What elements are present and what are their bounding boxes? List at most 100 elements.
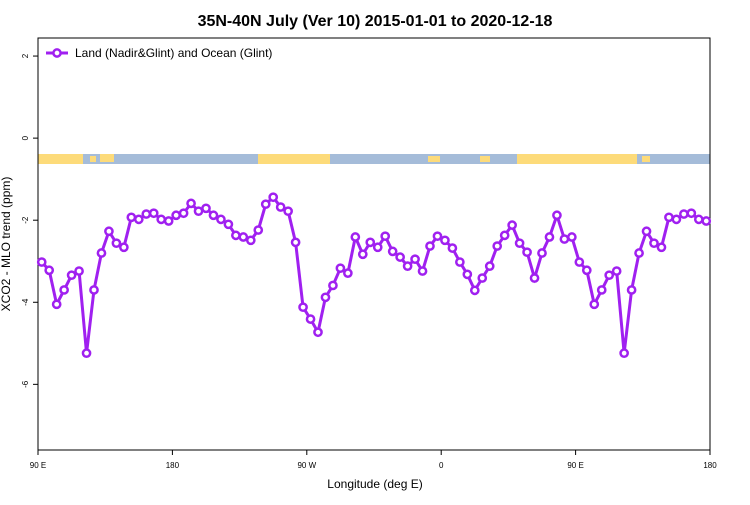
x-axis-title: Longitude (deg E) — [327, 477, 422, 491]
plot-frame — [37, 37, 711, 451]
point — [537, 248, 547, 258]
point — [581, 265, 592, 276]
point — [425, 241, 435, 251]
point — [559, 234, 570, 244]
point — [447, 243, 458, 253]
point — [186, 198, 196, 209]
x-tick-label: 0 — [439, 461, 444, 470]
point — [320, 292, 331, 303]
point — [395, 252, 405, 262]
point — [328, 280, 338, 291]
point — [544, 232, 555, 242]
point — [335, 263, 346, 274]
point — [245, 235, 256, 246]
point — [499, 230, 510, 241]
point — [567, 232, 577, 242]
point — [81, 348, 92, 359]
point — [596, 285, 607, 295]
point — [686, 208, 697, 219]
point — [66, 270, 77, 281]
point — [260, 199, 271, 210]
y-tick-label: 2 — [21, 53, 30, 58]
y-axis-title: XCO2 - MLO trend (ppm) — [0, 177, 13, 312]
point — [96, 248, 107, 258]
point — [671, 214, 682, 225]
point — [604, 270, 615, 281]
point — [216, 214, 226, 225]
point — [51, 299, 62, 310]
point — [253, 225, 264, 235]
point — [649, 238, 659, 249]
point — [193, 206, 204, 217]
point — [514, 238, 525, 249]
point — [238, 232, 249, 242]
point — [290, 237, 301, 248]
point — [171, 210, 181, 221]
point — [163, 216, 174, 226]
point — [104, 226, 114, 237]
y-tick-label: -4 — [21, 298, 30, 306]
point — [484, 261, 495, 272]
point — [343, 268, 353, 278]
point — [589, 299, 600, 310]
legend-label: Land (Nadir&Glint) and Ocean (Glint) — [75, 46, 272, 60]
point — [664, 212, 674, 223]
point — [619, 348, 629, 359]
point — [410, 254, 420, 265]
x-tick-label: 90 E — [30, 461, 46, 470]
point — [275, 202, 286, 212]
point — [372, 242, 383, 253]
point — [36, 257, 47, 267]
point — [455, 257, 465, 267]
point — [89, 285, 99, 295]
point — [44, 265, 55, 276]
point — [133, 214, 144, 225]
point — [119, 242, 129, 253]
point — [626, 285, 637, 295]
point — [201, 203, 211, 214]
point — [74, 266, 84, 276]
point — [417, 266, 428, 276]
legend-marker — [52, 48, 62, 58]
x-tick-label: 90 E — [567, 461, 583, 470]
x-tick-label: 180 — [166, 461, 180, 470]
point — [574, 257, 585, 267]
point — [365, 237, 376, 248]
point — [693, 214, 704, 225]
point — [701, 216, 712, 226]
point — [283, 206, 293, 217]
point — [462, 269, 473, 280]
point — [268, 192, 279, 203]
point — [679, 209, 689, 219]
point — [178, 208, 189, 219]
point — [552, 210, 562, 221]
point — [298, 302, 308, 313]
point — [656, 242, 667, 253]
point — [469, 285, 480, 296]
point — [432, 231, 443, 242]
y-tick-label: -6 — [21, 380, 30, 388]
point — [507, 220, 517, 230]
point — [350, 232, 361, 242]
point — [223, 219, 234, 230]
point — [477, 273, 488, 283]
point — [380, 231, 391, 242]
point — [529, 273, 540, 283]
point — [522, 247, 532, 258]
point — [148, 208, 159, 219]
y-tick-label: 0 — [21, 135, 30, 140]
point — [208, 210, 219, 221]
point — [111, 238, 122, 249]
y-tick-label: -2 — [21, 216, 30, 224]
chart-title: 35N-40N July (Ver 10) 2015-01-01 to 2020… — [198, 13, 553, 30]
point — [634, 248, 644, 258]
point — [305, 314, 316, 324]
point — [387, 246, 398, 257]
point — [126, 212, 137, 223]
point — [141, 209, 152, 219]
point — [357, 249, 368, 260]
map-strip — [38, 154, 710, 164]
point — [156, 214, 167, 225]
point — [231, 230, 241, 241]
